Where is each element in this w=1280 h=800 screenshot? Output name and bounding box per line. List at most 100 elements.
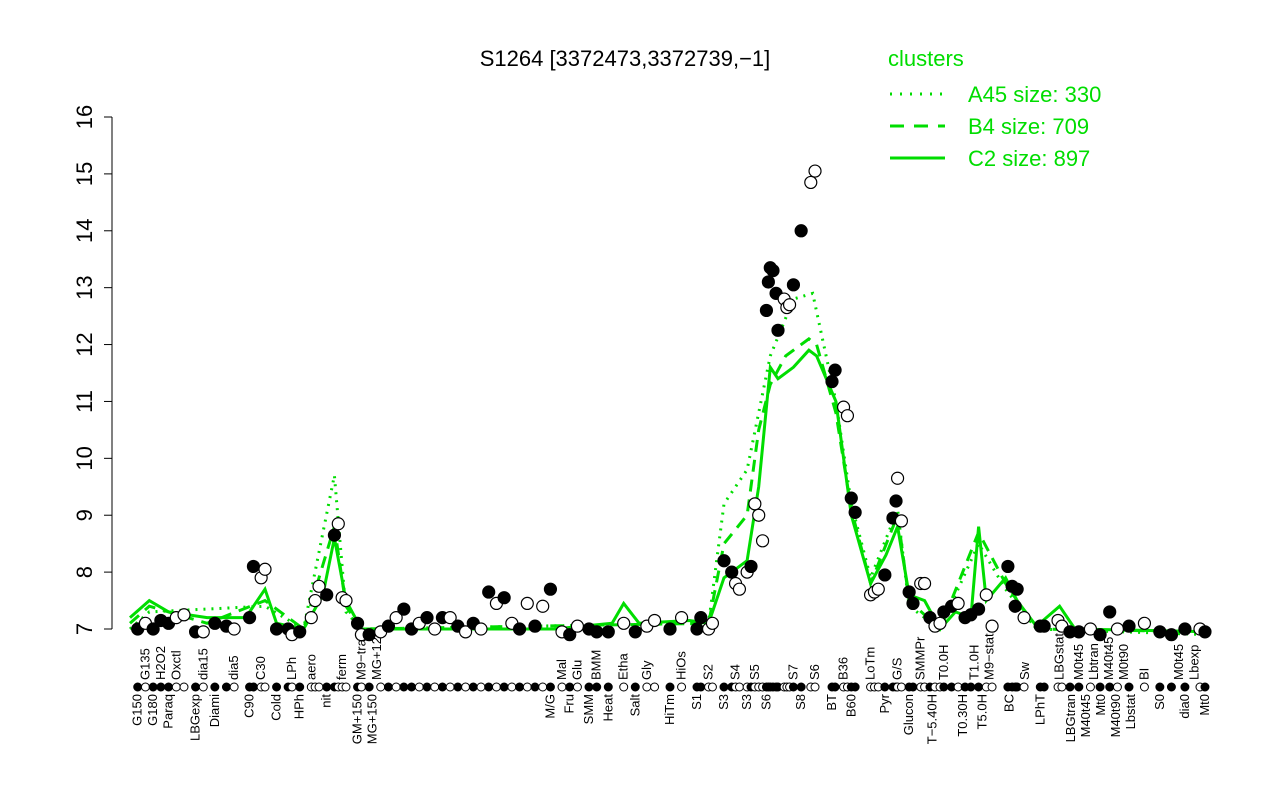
- x-tick-label: Heat: [600, 694, 615, 722]
- rug-mark: [221, 682, 231, 692]
- data-point: [1122, 619, 1136, 633]
- rug-mark: [399, 682, 409, 692]
- data-point: [794, 224, 808, 238]
- data-point: [628, 625, 642, 639]
- x-tick-label: M/G: [542, 694, 557, 719]
- data-point: [293, 625, 307, 639]
- data-point: [674, 611, 689, 625]
- data-point: [177, 608, 191, 622]
- rug-mark: [530, 682, 540, 692]
- x-tick-label: Etha: [616, 652, 631, 680]
- rug-mark: [796, 682, 806, 692]
- rug-mark: [1166, 682, 1176, 692]
- cluster-line-c2: [129, 348, 1211, 634]
- x-tick-label: Lbexp: [1187, 645, 1202, 680]
- data-point: [1010, 582, 1024, 596]
- rug-mark: [260, 682, 270, 692]
- x-tick-label: S6: [807, 664, 822, 680]
- rug-mark: [468, 682, 478, 692]
- x-tick-label: dia0: [1177, 694, 1192, 719]
- data-point: [458, 625, 473, 639]
- rug-mark: [642, 682, 652, 692]
- rug-mark: [939, 682, 949, 692]
- data-point: [350, 616, 365, 630]
- x-tick-label: G180: [145, 694, 160, 726]
- x-tick-label: S4: [728, 664, 743, 680]
- x-tick-label: SMM: [581, 694, 596, 724]
- x-tick-label: LPhT: [1032, 694, 1047, 725]
- rug-mark: [788, 682, 798, 692]
- x-rug: [133, 682, 1210, 692]
- x-tick-label: S1: [689, 694, 704, 710]
- rug-mark: [1019, 682, 1029, 692]
- data-point: [208, 616, 222, 630]
- x-tick-label: Pyr: [877, 693, 892, 713]
- data-point: [242, 611, 257, 625]
- cluster-line-b4: [129, 337, 1211, 634]
- data-point: [902, 585, 916, 599]
- data-point: [258, 562, 272, 576]
- rug-mark: [1074, 682, 1084, 692]
- data-point: [1164, 628, 1179, 642]
- data-point: [1137, 616, 1152, 630]
- data-point: [771, 323, 785, 337]
- rug-mark: [453, 682, 463, 692]
- data-point: [308, 593, 322, 608]
- data-point: [389, 611, 403, 625]
- legend-entry: C2 size: 897: [968, 146, 1090, 171]
- x-tick-label: SMMPr: [913, 636, 928, 680]
- data-point: [269, 622, 284, 636]
- data-point: [694, 611, 708, 625]
- data-point: [570, 619, 585, 633]
- y-tick-label: 8: [72, 566, 97, 578]
- x-tick-label: M9−stat: [982, 633, 997, 680]
- rug-mark: [719, 682, 729, 692]
- data-point: [985, 619, 999, 633]
- x-tick-label: dia15: [195, 648, 210, 680]
- rug-mark: [148, 682, 158, 692]
- x-tick-label: HiOs: [674, 651, 689, 680]
- rug-mark: [1057, 682, 1067, 692]
- rug-mark: [407, 682, 417, 692]
- rug-mark: [538, 682, 548, 692]
- rug-mark: [665, 682, 675, 692]
- data-point: [1017, 611, 1031, 625]
- x-tick-label: Sw: [1017, 661, 1032, 680]
- data-point: [482, 585, 496, 599]
- data-point: [889, 494, 903, 508]
- x-tick-label: M40t90: [1108, 694, 1123, 737]
- rug-mark: [248, 682, 258, 692]
- rug-mark: [445, 682, 455, 692]
- rug-mark: [1105, 682, 1115, 692]
- x-tick-label: S2: [701, 664, 716, 680]
- data-point: [428, 622, 442, 636]
- data-point: [725, 565, 739, 579]
- data-point: [878, 568, 892, 582]
- data-point: [536, 599, 550, 613]
- x-tick-label: Fru: [562, 694, 577, 714]
- data-point: [320, 588, 334, 602]
- legend-title: clusters: [888, 46, 964, 71]
- data-point: [420, 611, 434, 625]
- rug-mark: [966, 682, 976, 692]
- data-point: [894, 514, 909, 528]
- data-point: [312, 579, 326, 593]
- x-tick-label: Lbstat: [1123, 694, 1138, 730]
- x-labels: G150 G180 Paraq LBGexp Diami C90 Cold HPh nit GM+…: [130, 633, 1212, 745]
- data-point: [782, 298, 797, 312]
- rug-mark: [356, 682, 366, 692]
- rug-mark: [437, 682, 447, 692]
- rug-mark: [179, 682, 189, 692]
- data-point: [497, 591, 511, 605]
- legend-entry: B4 size: 709: [968, 114, 1089, 139]
- data-point: [227, 622, 241, 636]
- x-tick-label: M0t45: [1071, 644, 1086, 680]
- rug-mark: [850, 682, 860, 692]
- data-point: [717, 554, 731, 568]
- x-tick-label: LBGtran: [1063, 694, 1078, 742]
- data-point: [543, 582, 558, 596]
- y-tick-label: 9: [72, 509, 97, 521]
- rug-mark: [734, 682, 744, 692]
- x-tick-label: LoTm: [863, 647, 878, 680]
- rug-mark: [592, 682, 602, 692]
